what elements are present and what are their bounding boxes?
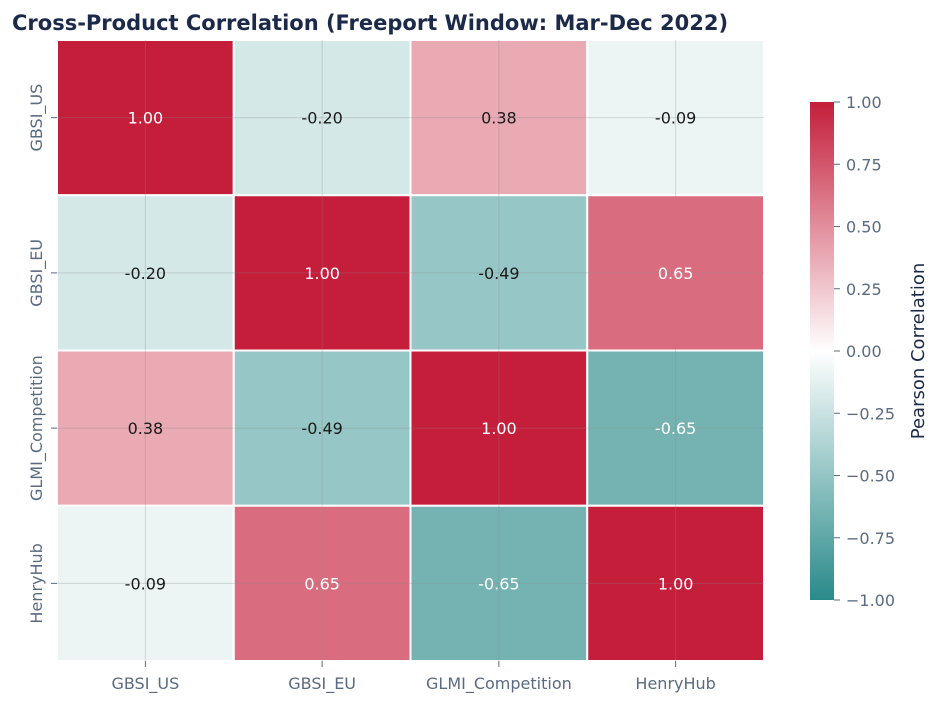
cell-annotation: 1.00: [658, 574, 694, 593]
x-tick-label: GLMI_Competition: [426, 674, 572, 694]
heatmap-cell: [586, 39, 765, 197]
y-tick-label: GLMI_Competition: [27, 355, 47, 501]
cell-annotation: 0.38: [128, 419, 164, 438]
y-tick-label: GBSI_EU: [27, 239, 47, 307]
heatmap-cell: [56, 194, 235, 352]
heatmap-cell: [232, 194, 412, 352]
heatmap-cell: [586, 194, 765, 352]
colorbar-tick-label: 0.75: [846, 155, 882, 174]
heatmap-cell: [56, 504, 235, 662]
colorbar-tick-label: −1.00: [846, 591, 895, 610]
cell-annotation: -0.65: [478, 574, 519, 593]
cell-annotation: -0.49: [301, 419, 342, 438]
heatmap-cell: [586, 504, 765, 662]
cell-annotation: -0.20: [301, 109, 342, 128]
cell-annotation: -0.09: [125, 574, 166, 593]
colorbar-tick-label: 0.00: [846, 342, 882, 361]
heatmap-cell: [232, 349, 412, 507]
cell-annotation: 1.00: [481, 419, 517, 438]
cell-annotation: -0.49: [478, 264, 519, 283]
cell-annotation: 0.38: [481, 109, 517, 128]
cell-annotation: 1.00: [128, 109, 164, 128]
heatmap-cell: [409, 39, 589, 197]
colorbar: [810, 102, 834, 600]
heatmap-cell: [56, 39, 235, 197]
x-tick-label: HenryHub: [635, 674, 715, 693]
heatmap-cell: [232, 504, 412, 662]
colorbar-label: Pearson Correlation: [908, 263, 929, 440]
colorbar-tick-label: 0.25: [846, 280, 882, 299]
y-tick-label: GBSI_US: [27, 84, 47, 152]
cell-annotation: -0.09: [655, 109, 696, 128]
y-tick-label: HenryHub: [27, 543, 46, 623]
colorbar-tick-label: −0.25: [846, 404, 895, 423]
cell-annotation: 1.00: [304, 264, 340, 283]
x-tick-label: GBSI_US: [111, 674, 179, 694]
cell-annotation: 0.65: [658, 264, 694, 283]
chart-title: Cross-Product Correlation (Freeport Wind…: [12, 11, 728, 35]
colorbar-tick-label: −0.75: [846, 529, 895, 548]
colorbar-tick-label: 1.00: [846, 93, 882, 112]
heatmap-cell: [586, 349, 765, 507]
colorbar-tick-label: 0.50: [846, 218, 882, 237]
colorbar-tick-label: −0.50: [846, 467, 895, 486]
cell-annotation: -0.65: [655, 419, 696, 438]
cell-annotation: -0.20: [125, 264, 166, 283]
x-tick-label: GBSI_EU: [288, 674, 356, 694]
cell-annotation: 0.65: [304, 574, 340, 593]
heatmap-cell: [232, 39, 412, 197]
